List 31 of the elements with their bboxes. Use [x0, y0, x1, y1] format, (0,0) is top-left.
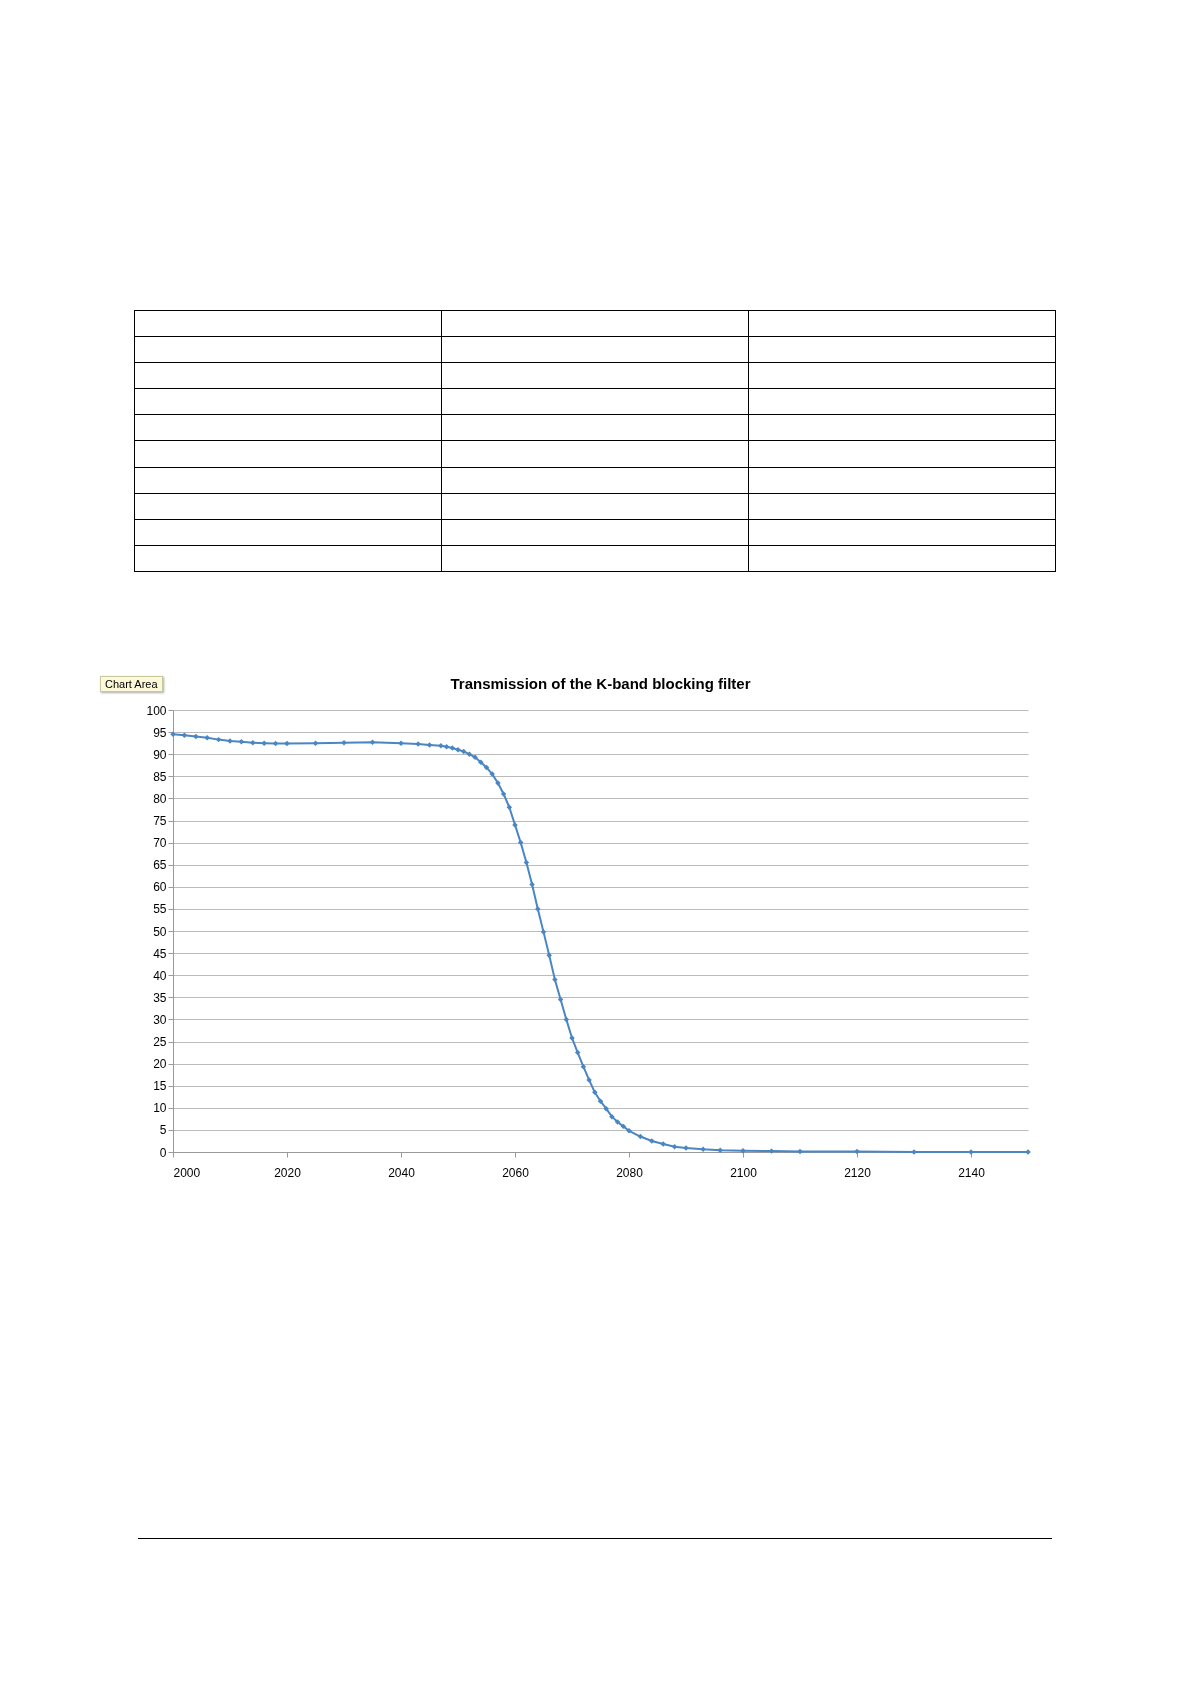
x-tick-label: 2100: [730, 1165, 758, 1180]
y-tick-label: 20: [153, 1057, 167, 1072]
y-tick-label: 60: [153, 880, 167, 895]
y-tick-label: 10: [153, 1101, 167, 1116]
y-tick-label: 0: [159, 1145, 167, 1160]
x-tick-label: 2080: [616, 1165, 644, 1180]
chart-title: Transmission of the K-band blocking filter: [450, 675, 751, 692]
x-tick-label: 2020: [274, 1165, 302, 1180]
y-tick-label: 85: [153, 769, 167, 784]
y-tick-label: 95: [153, 725, 167, 740]
y-tick-label: 65: [153, 858, 167, 873]
text: Chart Area: [100, 676, 163, 692]
y-tick-label: 75: [153, 814, 167, 828]
y-tick-label: 50: [153, 924, 167, 939]
y-tick-label: 35: [153, 990, 167, 1005]
y-tick-label: 45: [153, 946, 167, 961]
y-tick-label: 40: [153, 968, 167, 983]
y-tick-label: 80: [153, 791, 167, 806]
x-tick-label: 2040: [388, 1165, 416, 1180]
y-tick-label: 100: [146, 703, 167, 718]
y-tick-label: 15: [153, 1079, 167, 1094]
y-tick-label: 5: [159, 1123, 167, 1138]
y-tick-label: 55: [153, 902, 167, 917]
x-tick-label: 2120: [844, 1165, 872, 1180]
x-tick-label: 2000: [173, 1165, 201, 1180]
y-tick-label: 70: [153, 836, 167, 851]
x-tick-label: 2140: [958, 1165, 986, 1180]
y-tick-label: 30: [153, 1012, 167, 1027]
y-tick-label: 25: [153, 1035, 167, 1049]
y-tick-label: 90: [153, 747, 167, 762]
x-tick-label: 2060: [502, 1165, 530, 1180]
